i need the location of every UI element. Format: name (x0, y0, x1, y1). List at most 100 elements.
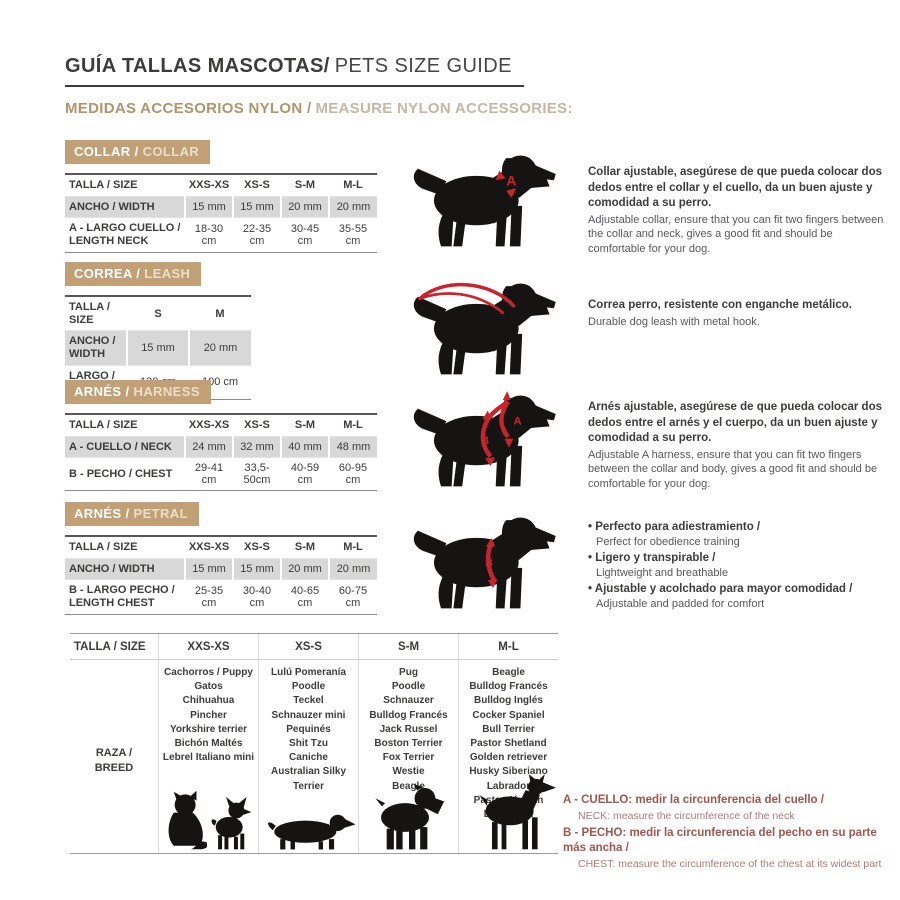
row-label-cell: B - LARGO PECHO / LENGTH CHEST (69, 584, 175, 609)
value-cell: 29-41 cm (194, 462, 224, 487)
note-en: NECK: measure the circumference of the n… (578, 809, 795, 822)
collar-badge-es: COLLAR / (74, 144, 139, 159)
value-cell: 60-95 cm (338, 462, 368, 487)
value-cell: 20 mm (188, 330, 251, 366)
size-header-cell: S-M (294, 541, 316, 554)
value-cell: 60-75 cm (338, 584, 368, 609)
size-header-cell: S-M (294, 419, 316, 432)
collar-description-en: Adjustable collar, ensure that you can f… (588, 213, 884, 256)
value-cell: 20 mm (280, 196, 329, 218)
petral-badge-en: PETRAL (133, 506, 188, 521)
petral-section: ARNÉS / PETRAL TALLA / SIZE XXS-XS XS-S S… (65, 502, 895, 615)
size-header-cell: XXS-XS (158, 634, 258, 659)
page-title: GUÍA TALLAS MASCOTAS/PETS SIZE GUIDE (65, 55, 524, 87)
petral-bullet-en: Adjustable and padded for comfort (596, 598, 765, 611)
size-header-cell: S (154, 307, 162, 320)
leash-badge-es: CORREA / (74, 266, 141, 281)
page-header: GUÍA TALLAS MASCOTAS/PETS SIZE GUIDE MED… (65, 55, 573, 117)
schnauzer-silhouette (375, 784, 444, 850)
row-label-cell: ANCHO / WIDTH (65, 558, 185, 580)
breed-column-m-l: Beagle Bulldog Francés Bulldog Inglés Co… (458, 660, 558, 853)
collar-section: COLLAR / COLLAR TALLA / SIZE XXS-XS XS-S … (65, 140, 895, 257)
value-cell: 24 mm (184, 436, 233, 458)
doberman-silhouette (479, 774, 556, 850)
size-header-cell: XS-S (244, 541, 270, 554)
harness-measure-label-b: B (480, 435, 488, 447)
harness-badge-es: ARNÉS / (74, 384, 130, 399)
size-row-label: TALLA / SIZE (69, 179, 138, 191)
list-item: Ajustable y acolchado para mayor comodid… (588, 582, 893, 611)
petral-bullet-es: Ligero y transpirable / (588, 551, 893, 566)
value-cell: 22-35 cm (242, 222, 272, 247)
value-cell: 30-45 cm (290, 222, 320, 247)
chihuahua-silhouette (211, 797, 251, 850)
value-cell: 30-40 cm (242, 584, 272, 609)
harness-measure-label-a: A (513, 416, 521, 428)
size-header-cell: M-L (343, 179, 363, 192)
petral-bullet-en: Perfect for obedience training (596, 535, 740, 548)
breed-table-header: TALLA / SIZE XXS-XS XS-S S-M M-L (70, 633, 558, 660)
value-cell: 15 mm (184, 558, 233, 580)
table-row: TALLA / SIZE XXS-XS XS-S S-M M-L (65, 414, 377, 436)
page-subtitle-en: MEASURE NYLON ACCESSORIES: (315, 100, 573, 117)
petral-size-table: TALLA / SIZE XXS-XS XS-S S-M M-L ANCHO /… (65, 535, 377, 615)
petral-measure-marks: B (485, 537, 497, 589)
page-title-es: GUÍA TALLAS MASCOTAS/ (65, 55, 330, 77)
value-cell: 25-35 cm (194, 584, 224, 609)
harness-section-badge: ARNÉS / HARNESS (65, 380, 211, 404)
collar-description-es: Collar ajustable, asegúrese de que pueda… (588, 166, 882, 210)
size-header-cell: M (215, 307, 225, 320)
size-header-cell: S-M (294, 179, 316, 192)
petral-bullet-es: Perfecto para adiestramiento / (588, 520, 893, 535)
cat-silhouette (168, 790, 207, 850)
collar-measure-label-a: A (506, 173, 516, 189)
breed-column-s-m: Pug Poodle Schnauzer Bulldog Francés Jac… (358, 660, 458, 853)
harness-dog-illustration: A B (413, 391, 556, 487)
note-es: A - CUELLO: medir la circunferencia del … (563, 794, 824, 806)
breed-list: Lulú Pomeranía Poodle Teckel Schnauzer m… (270, 667, 347, 792)
row-label-cell: B - PECHO / CHEST (69, 467, 173, 480)
row-label-cell: A - CUELLO / NECK (65, 436, 185, 458)
note-cuello: A - CUELLO: medir la circunferencia del … (563, 793, 893, 823)
size-header-cell: XXS-XS (188, 419, 230, 432)
leash-size-table: TALLA / SIZE S M ANCHO / WIDTH 15 mm 20 … (65, 295, 251, 400)
breed-list: Cachorros / Puppy Gatos Chihuahua Pinche… (162, 667, 255, 764)
table-row: ANCHO / WIDTH 15 mm 20 mm (65, 330, 251, 366)
size-row-label: TALLA / SIZE (74, 641, 146, 653)
petral-section-badge: ARNÉS / PETRAL (65, 502, 199, 526)
breed-column-xxs-xs: Cachorros / Puppy Gatos Chihuahua Pinche… (158, 660, 258, 853)
size-header-cell: M-L (343, 419, 363, 432)
value-cell: 20 mm (328, 558, 377, 580)
size-header-cell: M-L (458, 634, 558, 659)
collar-section-badge: COLLAR / COLLAR (65, 140, 211, 164)
value-cell: 15 mm (232, 558, 281, 580)
petral-feature-list: Perfecto para adiestramiento / Perfect f… (588, 520, 893, 612)
breed-table-body: RAZA / BREED Cachorros / Puppy Gatos Chi… (70, 660, 558, 854)
collar-badge-en: COLLAR (142, 144, 200, 159)
size-header-cell: XXS-XS (188, 179, 230, 192)
table-row: A - CUELLO / NECK 24 mm 32 mm 40 mm 48 m… (65, 436, 377, 458)
value-cell: 20 mm (328, 196, 377, 218)
size-header-cell: S-M (358, 634, 458, 659)
breed-label-column: RAZA / BREED (70, 660, 158, 853)
table-row: B - LARGO PECHO / LENGTH CHEST 25-35 cm … (65, 579, 377, 614)
harness-section: ARNÉS / HARNESS TALLA / SIZE XXS-XS XS-S … (65, 380, 895, 492)
row-label-cell: ANCHO / WIDTH (65, 330, 127, 366)
value-cell: 33,5-50cm (243, 462, 271, 487)
value-cell: 15 mm (232, 196, 281, 218)
breed-row-label: RAZA / BREED (94, 747, 134, 774)
table-row: ANCHO / WIDTH 15 mm 15 mm 20 mm 20 mm (65, 196, 377, 218)
harness-size-table: TALLA / SIZE XXS-XS XS-S S-M M-L A - CUE… (65, 413, 377, 492)
value-cell: 32 mm (232, 436, 281, 458)
collar-measure-marks: A (495, 170, 516, 198)
leash-badge-en: LEASH (144, 266, 191, 281)
leash-dog-illustration (413, 282, 556, 375)
size-row-label: TALLA / SIZE (69, 541, 138, 553)
value-cell: 100 cm (201, 376, 239, 389)
petral-badge-es: ARNÉS / (74, 506, 130, 521)
value-cell: 48 mm (328, 436, 377, 458)
size-row-label: TALLA / SIZE (69, 419, 138, 431)
breed-column-xs-s: Lulú Pomeranía Poodle Teckel Schnauzer m… (258, 660, 358, 853)
list-item: Ligero y transpirable / Lightweight and … (588, 551, 893, 580)
table-row: TALLA / SIZE S M (65, 296, 251, 331)
